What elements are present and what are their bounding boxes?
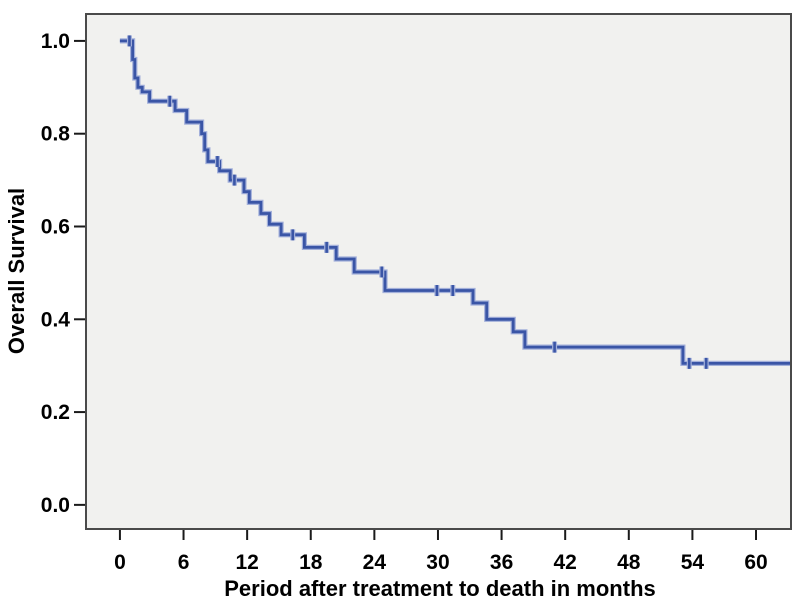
y-tick-label: 0.2 [41,401,70,424]
x-tick-label: 12 [235,551,258,574]
x-tick-label: 60 [744,551,767,574]
censor-marks [126,35,709,369]
survival-curve-line [119,39,791,365]
plot-background [86,14,791,529]
x-tick-label: 30 [426,551,449,574]
y-tick-label: 0.6 [41,215,70,238]
survival-curve [119,38,791,366]
y-tick-label: 0.8 [41,123,71,146]
x-tick-label: 42 [554,551,577,574]
y-tick-label: 0.4 [41,308,71,331]
x-tick-label: 6 [178,551,190,574]
x-tick-label: 48 [617,551,641,574]
x-tick-label: 18 [299,551,323,574]
x-tick-label: 24 [363,551,387,574]
plot-area [86,14,791,529]
plot-border-rect [85,13,792,530]
x-tick-label: 54 [681,551,705,574]
y-tick-label: 1.0 [41,30,70,53]
x-axis-title: Period after treatment to death in month… [224,576,656,601]
plot-border [85,13,792,530]
y-tick-label: 0.0 [41,494,70,517]
y-axis-title: Overall Survival [4,188,29,354]
x-tick-label: 0 [114,551,126,574]
x-tick-label: 36 [490,551,513,574]
axis-ticks: 0.0 0.2 0.4 0.6 0.8 1.0 0 6 12 18 24 30 36 42 48 54 60 [41,30,768,574]
